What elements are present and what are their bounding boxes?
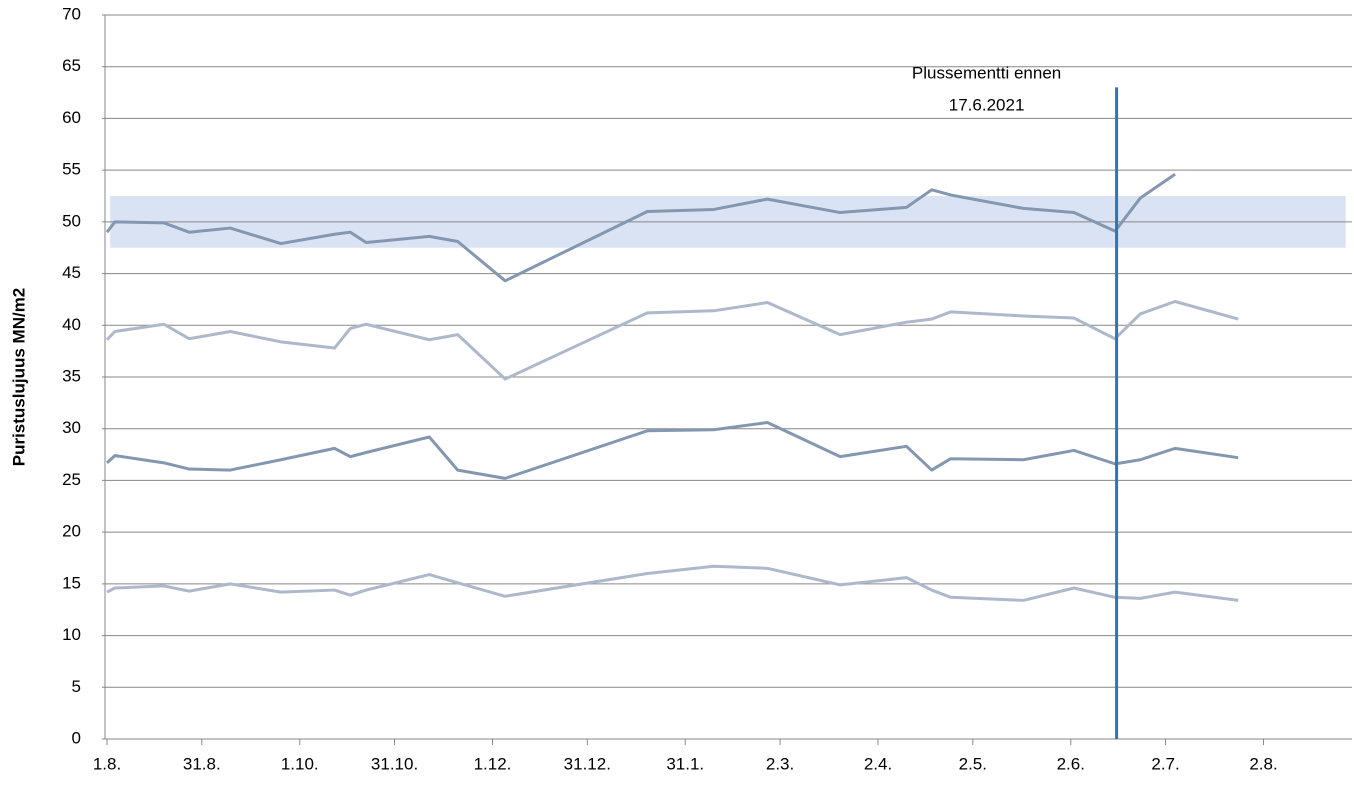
y-tick-label: 25	[62, 470, 81, 489]
y-tick-label: 30	[62, 418, 81, 437]
series-line	[105, 421, 1239, 480]
y-tick-label: 0	[72, 728, 81, 747]
x-tick-label: 1.10.	[281, 754, 319, 773]
y-tick-label: 40	[62, 315, 81, 334]
y-tick-label: 50	[62, 211, 81, 230]
x-tick-label: 1.8.	[93, 754, 121, 773]
x-tick-label: 31.8.	[183, 754, 221, 773]
y-tick-label: 10	[62, 625, 81, 644]
y-tick-label: 65	[62, 56, 81, 75]
y-tick-label: 35	[62, 366, 81, 385]
y-tick-label: 55	[62, 160, 81, 179]
y-tick-label: 15	[62, 573, 81, 592]
y-tick-label: 20	[62, 522, 81, 541]
x-tick-label: 2.6.	[1057, 754, 1085, 773]
x-tick-label: 2.3.	[766, 754, 794, 773]
y-axis-title: Puristuslujuus MN/m2	[9, 288, 28, 467]
x-tick-label: 2.8.	[1249, 754, 1277, 773]
series-line	[105, 173, 1176, 283]
y-tick-label: 60	[62, 108, 81, 127]
annotation: 17.6.2021	[949, 95, 1025, 114]
x-tick-label: 1.12.	[474, 754, 512, 773]
y-tick-label: 45	[62, 263, 81, 282]
x-tick-label: 31.1.	[666, 754, 704, 773]
y-tick-label: 5	[72, 677, 81, 696]
x-tick-label: 2.4.	[864, 754, 892, 773]
y-tick-label: 70	[62, 4, 81, 23]
series-line	[105, 299, 1239, 381]
x-tick-label: 31.12.	[564, 754, 611, 773]
x-tick-label: 31.10.	[371, 754, 418, 773]
x-tick-label: 2.5.	[959, 754, 987, 773]
x-tick-label: 2.7.	[1151, 754, 1179, 773]
series-line	[106, 564, 1239, 602]
annotation: Plussementti ennen	[912, 63, 1061, 82]
